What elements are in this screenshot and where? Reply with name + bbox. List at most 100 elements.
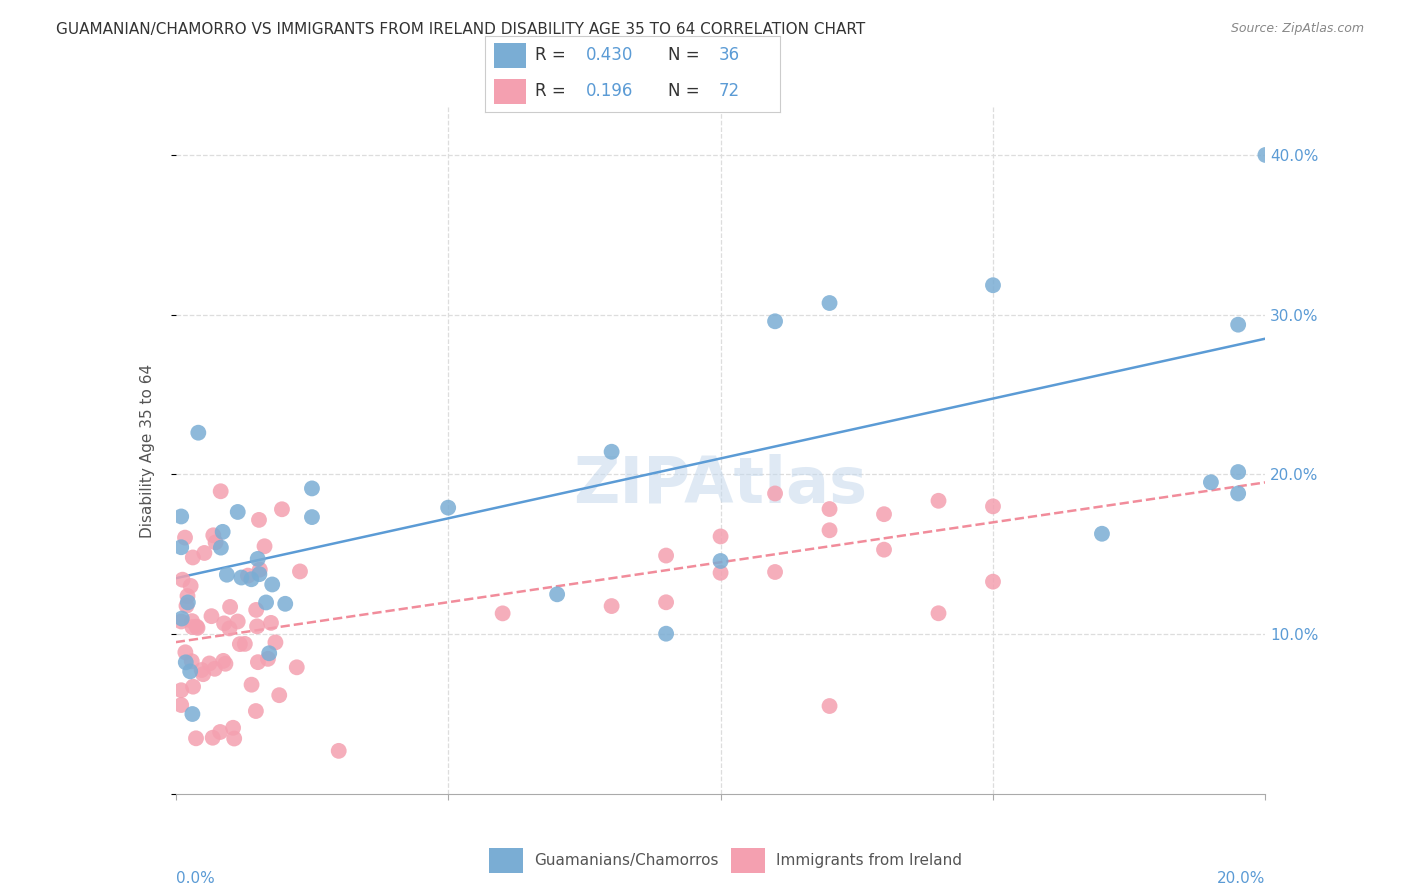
Point	[247, 567, 270, 582]
Point	[226, 615, 249, 629]
Point	[274, 597, 297, 611]
Point	[174, 656, 197, 670]
Point	[928, 493, 950, 508]
Point	[655, 549, 678, 563]
Point	[257, 652, 280, 666]
Point	[1199, 475, 1222, 490]
Bar	[494, 44, 526, 69]
Point	[202, 528, 225, 542]
Text: GUAMANIAN/CHAMORRO VS IMMIGRANTS FROM IRELAND DISABILITY AGE 35 TO 64 CORRELATIO: GUAMANIAN/CHAMORRO VS IMMIGRANTS FROM IR…	[56, 22, 866, 37]
Point	[247, 513, 270, 527]
Point	[257, 646, 280, 660]
Point	[186, 620, 208, 634]
Point	[177, 595, 200, 609]
Point	[873, 507, 896, 521]
Point	[222, 721, 245, 735]
Point	[209, 541, 232, 555]
Point	[301, 510, 323, 524]
Y-axis label: Disability Age 35 to 64: Disability Age 35 to 64	[141, 363, 155, 538]
Point	[1091, 526, 1114, 541]
Text: 0.0%: 0.0%	[176, 871, 215, 886]
Point	[249, 563, 271, 577]
Point	[763, 486, 786, 500]
Point	[191, 667, 214, 681]
Point	[245, 704, 267, 718]
Point	[226, 505, 249, 519]
Point	[763, 565, 786, 579]
Point	[1254, 148, 1277, 162]
Point	[181, 550, 204, 565]
Point	[288, 565, 311, 579]
Point	[219, 599, 242, 614]
Text: R =: R =	[536, 82, 571, 100]
Point	[492, 607, 515, 621]
Point	[170, 509, 193, 524]
Point	[214, 657, 236, 671]
Point	[170, 683, 193, 698]
Point	[215, 567, 238, 582]
Bar	[494, 78, 526, 104]
Point	[204, 662, 226, 676]
Point	[211, 524, 233, 539]
Point	[176, 599, 198, 613]
Point	[301, 482, 323, 496]
Point	[170, 615, 193, 629]
Point	[212, 654, 235, 668]
Point	[224, 731, 246, 746]
Point	[655, 626, 678, 640]
Point	[246, 619, 269, 633]
Text: Guamanians/Chamorros: Guamanians/Chamorros	[534, 854, 718, 868]
Text: N =: N =	[668, 82, 704, 100]
Point	[981, 500, 1004, 514]
Point	[209, 725, 232, 739]
Point	[240, 678, 263, 692]
Point	[174, 645, 197, 659]
Point	[212, 616, 235, 631]
Point	[176, 589, 198, 603]
Point	[170, 540, 193, 554]
Point	[181, 706, 204, 721]
Text: N =: N =	[668, 46, 704, 64]
Point	[174, 531, 197, 545]
Point	[600, 599, 623, 613]
Point	[181, 680, 204, 694]
Point	[204, 535, 226, 549]
Point	[184, 731, 207, 746]
Point	[262, 577, 284, 591]
Text: 0.430: 0.430	[585, 46, 633, 64]
Point	[181, 620, 204, 634]
Point	[1227, 318, 1250, 332]
Point	[170, 611, 193, 625]
Text: 72: 72	[718, 82, 740, 100]
Point	[981, 574, 1004, 589]
Point	[818, 502, 841, 516]
Point	[655, 595, 678, 609]
Point	[179, 665, 201, 679]
Point	[170, 698, 193, 712]
Text: 0.196: 0.196	[585, 82, 633, 100]
Point	[181, 614, 204, 628]
Point	[818, 699, 841, 714]
Point	[187, 425, 209, 440]
Point	[710, 554, 733, 568]
Bar	[731, 848, 765, 873]
Point	[763, 314, 786, 328]
Text: Source: ZipAtlas.com: Source: ZipAtlas.com	[1230, 22, 1364, 36]
Point	[873, 542, 896, 557]
Point	[229, 637, 252, 651]
Text: Immigrants from Ireland: Immigrants from Ireland	[776, 854, 962, 868]
Point	[1227, 486, 1250, 500]
Point	[1227, 465, 1250, 479]
Point	[190, 663, 212, 677]
Point	[209, 484, 232, 499]
Point	[269, 688, 291, 702]
Point	[253, 539, 276, 553]
Point	[180, 579, 202, 593]
Point	[254, 595, 277, 609]
Point	[260, 615, 283, 630]
Point	[818, 296, 841, 310]
Point	[201, 731, 224, 745]
Point	[981, 278, 1004, 293]
Point	[264, 635, 287, 649]
Point	[186, 621, 208, 635]
